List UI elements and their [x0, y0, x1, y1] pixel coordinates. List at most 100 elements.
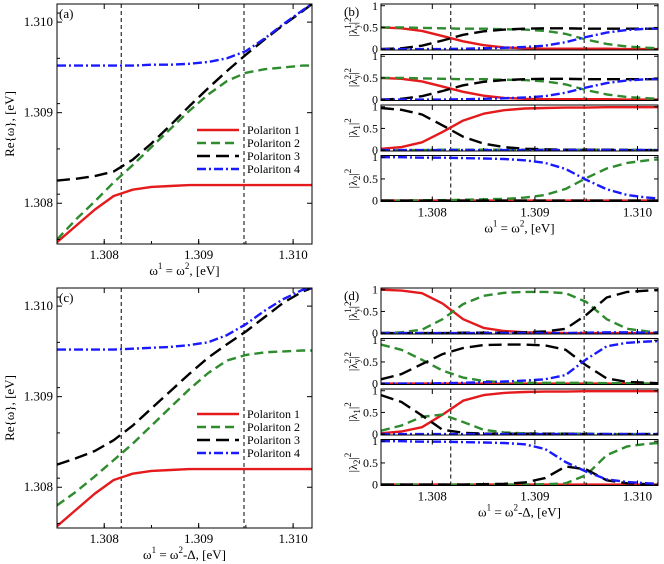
y-axis-label: |λy2|2 [343, 68, 362, 87]
label-part: = ω [156, 547, 179, 562]
label-part: |λ [346, 79, 360, 87]
label-part: | [346, 173, 360, 175]
label-part: |λ [346, 363, 360, 371]
y-axis-label: Re{ω}, [eV] [2, 91, 17, 157]
y-axis-label: |λy1|2 [343, 17, 362, 36]
legend-entry: Polariton 2 [247, 420, 300, 434]
label-part: 2 [343, 453, 353, 458]
label-part: 1 [352, 409, 362, 414]
label-part: | [346, 123, 360, 125]
y-axis-label: |λy1|2 [343, 301, 362, 320]
y-axis-label-text: |λy2|2 [343, 68, 362, 87]
legend-entry: Polariton 1 [247, 123, 300, 137]
label-part: 2 [343, 352, 353, 357]
y-axis-label: |λ2|2 [343, 453, 362, 473]
y-axis-label-text: |λ1|2 [343, 118, 362, 138]
series-line-polariton-1 [381, 390, 658, 435]
label-part: ω [149, 263, 158, 278]
label-part: 2 [513, 503, 518, 513]
series-line-polariton-2 [57, 64, 312, 241]
y-tick-label: 1 [372, 150, 378, 164]
y-axis-label-text: |λ1|2 [343, 402, 362, 422]
y-tick-label: 0 [372, 478, 378, 492]
series-line-polariton-1 [381, 288, 658, 334]
label-part: |λ [346, 28, 360, 36]
y-tick-label: 0.5 [363, 355, 378, 369]
y-tick-label: 0.5 [363, 71, 378, 85]
label-part: ω [484, 221, 493, 236]
label-part: y [352, 358, 362, 363]
x-tick-label: 1.309 [184, 531, 213, 546]
label-part: 2 [185, 261, 190, 271]
x-tick-label: 1.308 [90, 531, 119, 546]
label-part: -Δ, [eV] [183, 547, 226, 562]
legend-entry: Polariton 3 [247, 149, 300, 163]
x-axis-label: ω1 = ω2, [eV] [484, 219, 554, 236]
axes-frame [380, 54, 659, 101]
y-tick-label: 0.5 [363, 304, 378, 318]
y-tick-label: 0.5 [363, 20, 378, 34]
x-tick-label: 1.309 [520, 205, 549, 220]
y-axis-label: |λ1|2 [343, 118, 362, 138]
label-part: 2 [343, 118, 353, 123]
x-tick-label: 1.310 [278, 531, 307, 546]
legend-entry: Polariton 4 [247, 162, 300, 176]
y-tick-label: 0 [372, 377, 378, 391]
series-line-polariton-3 [381, 106, 658, 151]
panel-label: (c) [59, 290, 73, 305]
y-tick-label: 0.5 [363, 121, 378, 135]
series-line-polariton-4 [381, 440, 658, 485]
y-axis-label-group: Re{ω}, [eV] [2, 91, 17, 157]
panel-label: (a) [59, 6, 73, 21]
y-axis-label-text: |λ2|2 [343, 453, 362, 473]
series-line-polariton-2 [381, 413, 658, 435]
label-part: , [eV] [524, 221, 554, 236]
y-axis-label: |λy2|2 [343, 352, 362, 371]
y-tick-label: 1 [372, 0, 378, 13]
series-line-polariton-4 [381, 339, 658, 385]
label-part: | [346, 356, 360, 358]
series-line-polariton-4 [57, 288, 312, 351]
axes-frame [380, 155, 659, 202]
label-part: = ω [162, 263, 185, 278]
y-tick-label: 1 [372, 49, 378, 63]
label-part: 2 [352, 176, 362, 181]
label-part: = ω [497, 221, 520, 236]
series-line-polariton-1 [57, 183, 312, 244]
y-tick-label: 1.310 [24, 14, 53, 29]
x-axis-label: ω1 = ω2-Δ, [eV] [478, 503, 561, 520]
legend-entry: Polariton 3 [247, 433, 300, 447]
label-part: |λ [346, 413, 360, 421]
x-axis-label: ω1 = ω2, [eV] [149, 261, 219, 278]
legend-entry: Polariton 4 [247, 446, 300, 460]
label-part: | [346, 457, 360, 459]
label-part: |λ [346, 464, 360, 472]
series-line-polariton-3 [57, 288, 312, 466]
x-tick-label: 1.310 [278, 247, 307, 262]
y-tick-label: 0.5 [363, 405, 378, 419]
label-part: | [346, 22, 360, 24]
series-line-polariton-3 [381, 343, 658, 385]
label-part: | [346, 72, 360, 74]
label-part: 1 [487, 503, 492, 513]
label-part: 2 [343, 17, 353, 22]
label-part: 1 [158, 261, 163, 271]
y-tick-label: 1 [372, 283, 378, 297]
x-tick-label: 1.308 [418, 205, 447, 220]
x-tick-label: 1.310 [623, 489, 652, 504]
y-axis-label-text: |λy1|2 [343, 301, 362, 320]
label-part: | [346, 306, 360, 308]
series-line-polariton-3 [381, 465, 658, 486]
y-axis-label-group: Re{ω}, [eV] [2, 375, 17, 441]
y-tick-label: 0.5 [363, 456, 378, 470]
y-tick-label: 0 [372, 93, 378, 107]
label-part: 2 [343, 68, 353, 73]
y-tick-label: 1 [372, 333, 378, 347]
label-part: , [eV] [189, 263, 219, 278]
label-part: 2 [178, 545, 183, 555]
label-part: 2 [343, 359, 353, 364]
axes-frame [380, 439, 659, 486]
axes-frame [56, 287, 313, 529]
label-part: -Δ, [eV] [518, 505, 561, 520]
